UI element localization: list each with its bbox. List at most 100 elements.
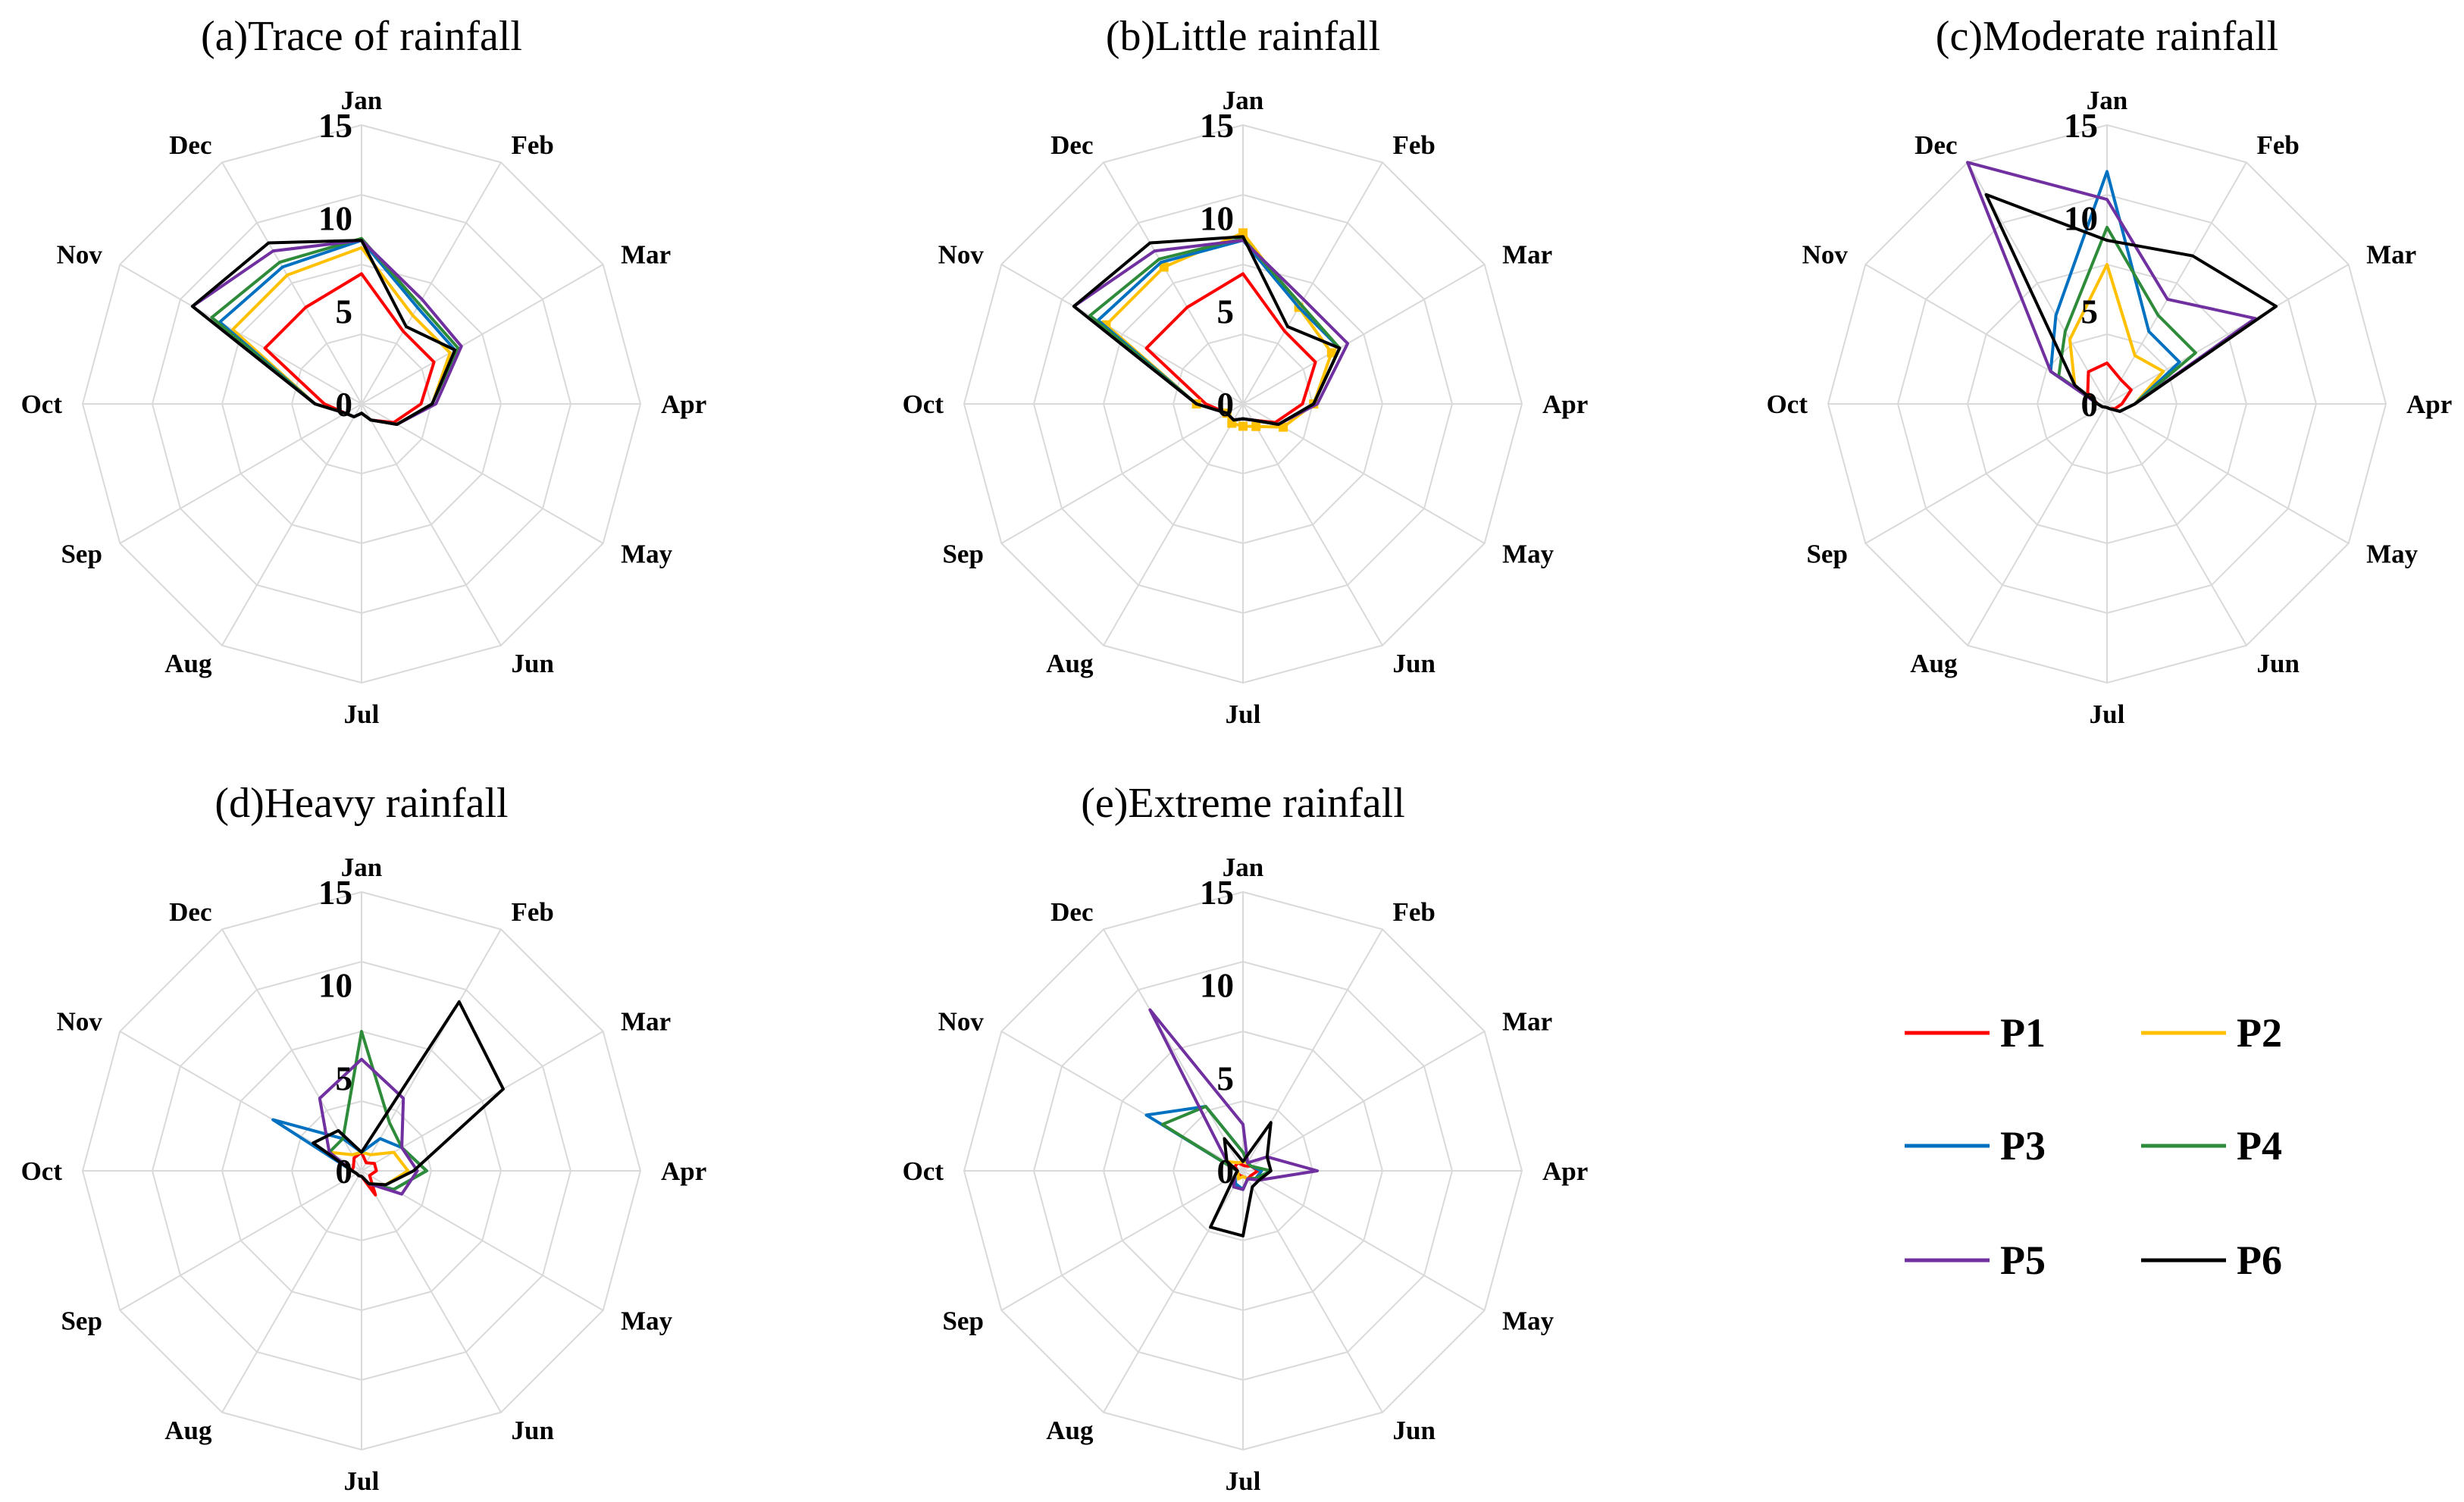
legend-item-p6: P6 bbox=[2141, 1238, 2282, 1283]
month-label-may: May bbox=[1502, 1306, 1554, 1336]
month-label-dec: Dec bbox=[1915, 130, 1957, 160]
month-label-mar: Mar bbox=[1502, 240, 1552, 270]
month-label-jul: Jul bbox=[344, 699, 380, 729]
series-marker-p2 bbox=[1251, 421, 1261, 431]
series-line-p6 bbox=[1072, 235, 1342, 426]
radial-tick-label: 0 bbox=[2081, 386, 2099, 424]
month-label-oct: Oct bbox=[21, 1156, 63, 1186]
chart-title: (d)Heavy rainfall bbox=[214, 780, 508, 827]
grid-spoke bbox=[1864, 403, 2108, 544]
radial-tick-label: 0 bbox=[1217, 386, 1235, 424]
month-label-dec: Dec bbox=[1050, 130, 1093, 160]
month-label-aug: Aug bbox=[1046, 649, 1094, 678]
grid-spoke bbox=[361, 403, 604, 544]
month-label-apr: Apr bbox=[2406, 390, 2452, 419]
month-label-nov: Nov bbox=[938, 240, 985, 270]
month-label-apr: Apr bbox=[1542, 1156, 1588, 1186]
month-label-dec: Dec bbox=[169, 897, 211, 927]
radial-tick-label: 10 bbox=[318, 967, 352, 1005]
series-marker-p2 bbox=[1326, 348, 1336, 358]
radial-tick-label: 0 bbox=[336, 386, 353, 424]
legend-item-p5: P5 bbox=[1905, 1238, 2046, 1283]
grid-spoke bbox=[1000, 1170, 1244, 1311]
chart-title: (b)Little rainfall bbox=[1106, 13, 1380, 60]
month-label-jun: Jun bbox=[1393, 1416, 1436, 1445]
grid-spoke bbox=[1000, 264, 1244, 405]
chart-title: (a)Trace of rainfall bbox=[201, 13, 522, 60]
radial-tick-label: 15 bbox=[318, 874, 352, 912]
grid-spoke bbox=[2106, 264, 2350, 405]
radial-tick-label: 0 bbox=[1217, 1153, 1235, 1191]
month-label-mar: Mar bbox=[1502, 1007, 1552, 1037]
month-label-aug: Aug bbox=[164, 1416, 212, 1445]
series-line-p5 bbox=[1966, 161, 2257, 413]
grid-spoke bbox=[1242, 161, 1383, 405]
month-label-mar: Mar bbox=[621, 240, 671, 270]
radial-tick-label: 0 bbox=[336, 1153, 353, 1191]
month-label-feb: Feb bbox=[1393, 130, 1436, 160]
chart-title: (c)Moderate rainfall bbox=[1936, 13, 2278, 60]
legend-item-p2: P2 bbox=[2141, 1010, 2282, 1056]
legend-item-p4: P4 bbox=[2141, 1123, 2282, 1169]
radial-tick-label: 15 bbox=[1200, 874, 1234, 912]
grid-spoke bbox=[1242, 264, 1486, 405]
month-label-oct: Oct bbox=[903, 390, 944, 419]
grid-spoke bbox=[361, 928, 502, 1172]
legend-label: P4 bbox=[2237, 1123, 2282, 1169]
grid-spoke bbox=[1103, 403, 1244, 646]
month-label-nov: Nov bbox=[1802, 240, 1849, 270]
radial-tick-label: 15 bbox=[318, 107, 352, 145]
radial-tick-label: 5 bbox=[336, 293, 353, 330]
radial-tick-label: 5 bbox=[1217, 293, 1235, 330]
month-label-nov: Nov bbox=[57, 240, 103, 270]
radial-tick-label: 15 bbox=[2064, 107, 2098, 145]
series-line-p6 bbox=[1209, 1121, 1273, 1238]
month-label-may: May bbox=[621, 1306, 673, 1336]
month-label-jul: Jul bbox=[1226, 1466, 1261, 1496]
month-label-mar: Mar bbox=[621, 1007, 671, 1037]
series-marker-p2 bbox=[1238, 421, 1248, 431]
month-label-jun: Jun bbox=[512, 649, 554, 678]
month-label-oct: Oct bbox=[903, 1156, 944, 1186]
grid-spoke bbox=[221, 403, 362, 646]
radial-tick-label: 10 bbox=[1200, 200, 1234, 238]
grid-spoke bbox=[119, 1170, 362, 1311]
month-label-feb: Feb bbox=[2257, 130, 2300, 160]
grid-spoke bbox=[1000, 403, 1244, 544]
month-label-feb: Feb bbox=[512, 897, 554, 927]
month-label-jun: Jun bbox=[2257, 649, 2300, 678]
legend-label: P1 bbox=[2000, 1010, 2046, 1056]
grid-spoke bbox=[2106, 403, 2350, 544]
grid-spoke bbox=[1242, 1170, 1383, 1413]
month-label-jan: Jan bbox=[2087, 86, 2127, 115]
radial-tick-label: 5 bbox=[2081, 293, 2099, 330]
series-marker-p2 bbox=[1238, 228, 1248, 238]
month-label-jan: Jan bbox=[341, 86, 382, 115]
month-label-sep: Sep bbox=[942, 540, 983, 569]
month-label-nov: Nov bbox=[57, 1007, 103, 1037]
month-label-jun: Jun bbox=[512, 1416, 554, 1445]
month-label-may: May bbox=[621, 540, 673, 569]
grid-spoke bbox=[2106, 161, 2247, 405]
grid-spoke bbox=[1103, 161, 1244, 405]
series-line-p6 bbox=[1984, 192, 2278, 413]
month-label-feb: Feb bbox=[1393, 897, 1436, 927]
grid-spoke bbox=[1242, 1031, 1486, 1172]
radial-tick-label: 10 bbox=[318, 200, 352, 238]
series-line-p6 bbox=[190, 239, 457, 426]
grid-spoke bbox=[361, 403, 502, 646]
grid-spoke bbox=[1967, 403, 2108, 646]
grid-spoke bbox=[361, 264, 604, 405]
grid-spoke bbox=[1000, 1031, 1244, 1172]
grid-spoke bbox=[1103, 1170, 1244, 1413]
grid-spoke bbox=[1103, 928, 1244, 1172]
month-label-feb: Feb bbox=[512, 130, 554, 160]
month-label-sep: Sep bbox=[1806, 540, 1847, 569]
month-label-aug: Aug bbox=[1046, 1416, 1094, 1445]
month-label-oct: Oct bbox=[1767, 390, 1808, 419]
